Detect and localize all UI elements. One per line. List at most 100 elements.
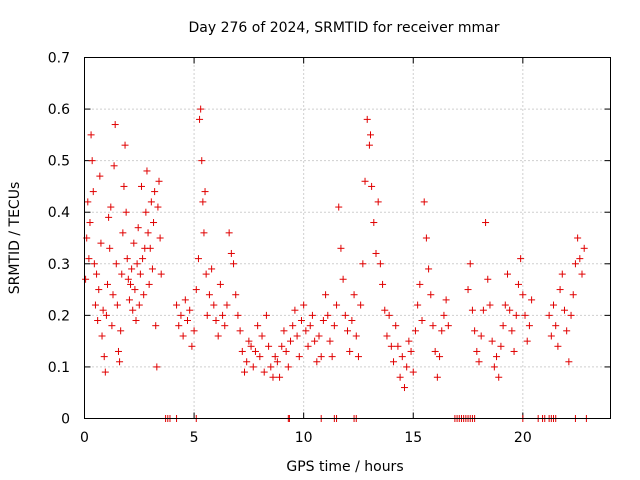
- data-point: [129, 306, 137, 314]
- data-point: [219, 311, 227, 319]
- data-point: [330, 322, 338, 330]
- data-point: [200, 229, 208, 237]
- data-point: [90, 260, 98, 268]
- data-point: [175, 322, 183, 330]
- data-point: [300, 301, 308, 309]
- data-point: [190, 327, 198, 335]
- data-point: [420, 198, 428, 206]
- data-point: [501, 301, 509, 309]
- data-point: [100, 353, 108, 361]
- data-point: [143, 167, 151, 175]
- data-point: [205, 291, 213, 299]
- x-axis-label: GPS time / hours: [286, 459, 403, 475]
- data-point: [234, 311, 242, 319]
- plot-frame: [84, 57, 611, 419]
- data-point: [473, 347, 481, 355]
- data-point: [563, 327, 571, 335]
- data-point: [381, 306, 389, 314]
- y-tick-label: 0: [61, 412, 70, 428]
- data-point: [425, 265, 433, 273]
- data-point: [232, 291, 240, 299]
- x-tick-label: 5: [190, 430, 199, 446]
- data-point: [199, 198, 207, 206]
- data-point: [333, 301, 341, 309]
- data-point: [88, 157, 96, 165]
- data-point: [117, 327, 125, 335]
- data-point: [319, 317, 327, 325]
- data-point: [521, 311, 529, 319]
- data-point: [486, 301, 494, 309]
- data-point: [438, 327, 446, 335]
- data-point: [499, 322, 507, 330]
- data-point: [414, 301, 422, 309]
- data-point: [468, 306, 476, 314]
- data-point: [251, 347, 259, 355]
- data-point: [552, 322, 560, 330]
- data-point: [372, 249, 380, 257]
- data-point: [269, 373, 277, 381]
- data-point: [128, 265, 136, 273]
- x-tick-label: 15: [404, 430, 422, 446]
- data-point: [508, 327, 516, 335]
- data-point: [280, 327, 288, 335]
- y-tick-label: 0.5: [48, 154, 70, 170]
- data-point: [433, 373, 441, 381]
- data-point: [265, 342, 273, 350]
- data-point: [503, 270, 511, 278]
- data-point: [517, 255, 525, 263]
- x-tick-label: 10: [295, 430, 313, 446]
- y-axis-label: SRMTID / TECUs: [7, 182, 23, 295]
- data-point: [313, 358, 321, 366]
- data-point: [84, 198, 92, 206]
- data-point: [523, 337, 531, 345]
- data-point: [519, 291, 527, 299]
- data-point: [93, 270, 101, 278]
- axis-ticks: 0 0.1 0.2 0.3 0.4 0.5 0.6 0.7 0 5 10 15 20: [48, 51, 611, 446]
- data-point: [370, 219, 378, 227]
- data-point: [495, 373, 503, 381]
- data-point: [352, 332, 360, 340]
- data-point: [297, 317, 305, 325]
- data-point: [151, 188, 159, 196]
- data-point: [348, 317, 356, 325]
- data-point: [357, 301, 365, 309]
- data-point: [293, 332, 301, 340]
- x-tick-label: 0: [80, 430, 89, 446]
- data-point: [188, 342, 196, 350]
- data-point: [184, 317, 192, 325]
- data-point: [569, 291, 577, 299]
- data-point: [392, 322, 400, 330]
- data-point: [118, 270, 126, 278]
- data-point: [341, 311, 349, 319]
- data-point: [574, 234, 582, 242]
- data-point: [326, 337, 334, 345]
- data-point: [109, 291, 117, 299]
- data-point: [354, 353, 362, 361]
- data-point: [133, 260, 141, 268]
- data-point: [344, 327, 351, 335]
- data-point: [227, 249, 235, 257]
- data-point: [121, 141, 129, 149]
- y-tick-label: 0.1: [48, 360, 70, 376]
- grid-lines: [84, 57, 611, 419]
- data-point: [135, 301, 143, 309]
- data-point: [132, 317, 140, 325]
- data-point: [387, 342, 395, 350]
- data-point: [488, 337, 496, 345]
- data-point: [403, 363, 411, 371]
- data-point: [123, 255, 131, 263]
- data-point: [580, 244, 588, 252]
- data-point: [374, 198, 382, 206]
- data-point: [137, 182, 145, 190]
- data-point: [157, 270, 165, 278]
- data-point: [444, 322, 452, 330]
- data-points: [82, 105, 590, 422]
- data-point: [146, 244, 154, 252]
- data-point: [479, 306, 487, 314]
- data-point: [89, 188, 97, 196]
- data-point: [221, 322, 229, 330]
- data-point: [130, 239, 138, 247]
- data-point: [411, 327, 419, 335]
- data-point: [484, 275, 492, 283]
- data-point: [335, 203, 343, 211]
